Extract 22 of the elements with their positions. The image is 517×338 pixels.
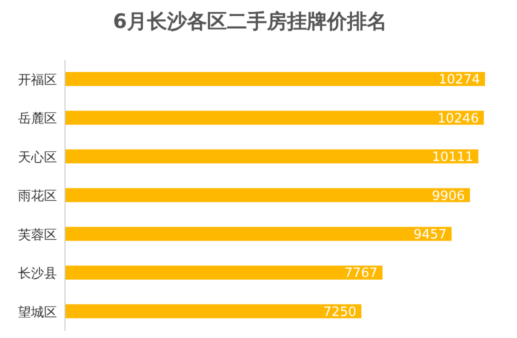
data-label: 7250 [323,304,356,320]
data-label: 7767 [344,266,378,282]
y-tick-label: 天心区 [18,149,57,166]
y-tick-label: 岳麓区 [18,112,57,127]
y-tick-label: 芙蓉区 [18,228,57,243]
bar [65,304,362,318]
y-tick-label: 望城区 [18,305,57,320]
bar [65,72,485,86]
data-label: 10274 [438,72,480,88]
bar [65,266,383,280]
data-label: 10111 [432,150,474,166]
data-label: 10246 [437,111,479,126]
y-tick-label: 开福区 [18,72,57,88]
y-tick-label: 长沙县 [18,266,57,282]
bar [65,226,452,241]
bar [65,149,478,164]
y-tick-label: 雨花区 [18,189,57,204]
data-label: 9906 [432,188,465,204]
bar [65,188,470,202]
data-label: 9457 [414,227,447,242]
bar [65,110,484,125]
chart-title: 6月长沙各区二手房挂牌价排名 [112,8,388,35]
